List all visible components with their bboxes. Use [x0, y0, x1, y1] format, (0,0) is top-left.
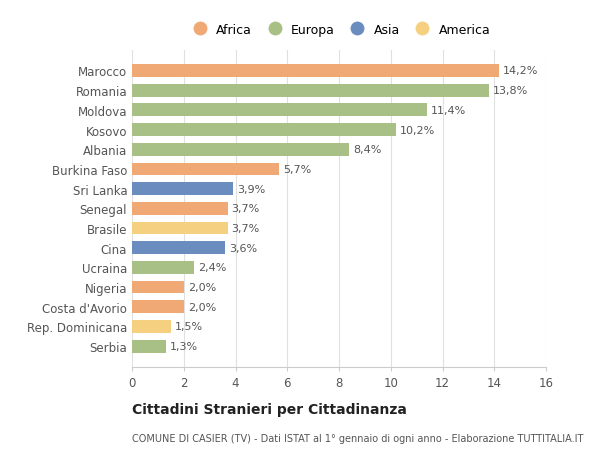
Text: 2,0%: 2,0%: [188, 302, 216, 312]
Text: COMUNE DI CASIER (TV) - Dati ISTAT al 1° gennaio di ogni anno - Elaborazione TUT: COMUNE DI CASIER (TV) - Dati ISTAT al 1°…: [132, 433, 583, 442]
Text: 3,7%: 3,7%: [232, 204, 260, 214]
Text: 10,2%: 10,2%: [400, 125, 435, 135]
Bar: [132, 202, 228, 215]
Bar: [132, 242, 225, 255]
Bar: [132, 124, 396, 137]
Bar: [132, 222, 228, 235]
Bar: [132, 320, 171, 333]
Bar: [132, 281, 184, 294]
Text: 3,7%: 3,7%: [232, 224, 260, 234]
Bar: [132, 104, 427, 117]
Text: 3,6%: 3,6%: [229, 243, 257, 253]
Text: 11,4%: 11,4%: [431, 106, 466, 116]
Bar: [132, 262, 194, 274]
Text: 2,0%: 2,0%: [188, 282, 216, 292]
Text: 3,9%: 3,9%: [237, 184, 265, 194]
Legend: Africa, Europa, Asia, America: Africa, Europa, Asia, America: [182, 19, 496, 42]
Bar: [132, 301, 184, 313]
Bar: [132, 183, 233, 196]
Bar: [132, 340, 166, 353]
Text: 2,4%: 2,4%: [198, 263, 226, 273]
Text: 1,5%: 1,5%: [175, 322, 203, 332]
Text: 8,4%: 8,4%: [353, 145, 382, 155]
Text: 1,3%: 1,3%: [170, 341, 197, 352]
Bar: [132, 163, 280, 176]
Text: 14,2%: 14,2%: [503, 66, 539, 76]
Bar: [132, 84, 489, 97]
Text: Cittadini Stranieri per Cittadinanza: Cittadini Stranieri per Cittadinanza: [132, 402, 407, 416]
Text: 5,7%: 5,7%: [283, 164, 311, 174]
Bar: [132, 65, 499, 78]
Bar: [132, 144, 349, 156]
Text: 13,8%: 13,8%: [493, 86, 528, 96]
